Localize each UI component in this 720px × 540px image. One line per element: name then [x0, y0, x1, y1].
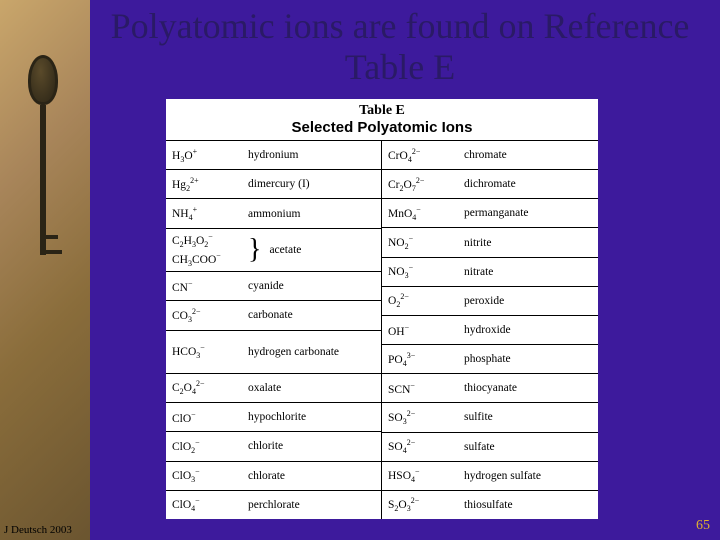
ion-name: chlorate [244, 470, 285, 482]
ion-formula: CH3COO− [166, 251, 244, 268]
table-row: PO43−phosphate [382, 345, 598, 374]
table-row: C2O42−oxalate [166, 374, 381, 403]
ion-formula: NO3− [382, 263, 460, 280]
ion-name: hydrogen carbonate [244, 346, 339, 358]
ion-name: hydroxide [460, 324, 511, 336]
ion-name: dichromate [460, 178, 516, 190]
ion-formula: CO32− [166, 307, 244, 324]
ion-name: peroxide [460, 295, 504, 307]
ion-formula: CN− [166, 279, 244, 294]
key-icon [28, 55, 58, 275]
ion-name: carbonate [244, 309, 293, 321]
table-row: NO3−nitrate [382, 258, 598, 287]
ion-formula: ClO3− [166, 467, 244, 484]
sidebar-texture [0, 0, 90, 540]
ion-formula: SO32− [382, 409, 460, 426]
ion-formula: Cr2O72− [382, 176, 460, 193]
footer-credit: J Deutsch 2003 [4, 524, 72, 536]
ion-name: thiosulfate [460, 499, 513, 511]
brace-icon: } [244, 236, 265, 264]
table-row: S2O32−thiosulfate [382, 491, 598, 519]
ion-name: hydrogen sulfate [460, 470, 541, 482]
table-row: MnO4−permanganate [382, 199, 598, 228]
ion-formula: HCO3− [166, 343, 244, 360]
table-left-column: H3O+hydroniumHg22+dimercury (I)NH4+ammon… [166, 141, 382, 519]
ion-formula: HSO4− [382, 467, 460, 484]
ion-formula: NO2− [382, 234, 460, 251]
ion-formula: ClO2− [166, 438, 244, 455]
ion-name: cyanide [244, 280, 284, 292]
reference-table-e: Table E Selected Polyatomic Ions H3O+hyd… [166, 99, 598, 519]
slide-title: Polyatomic ions are found on Reference T… [90, 6, 710, 89]
ion-formula: OH− [382, 323, 460, 338]
ion-formula: S2O32− [382, 496, 460, 513]
ion-name: chlorite [244, 440, 283, 452]
ion-name: hydronium [244, 149, 298, 161]
table-row: CrO42−chromate [382, 141, 598, 170]
table-row: CO32−carbonate [166, 301, 381, 330]
table-row: Cr2O72−dichromate [382, 170, 598, 199]
table-row: O22−peroxide [382, 287, 598, 316]
ion-formula: ClO4− [166, 496, 244, 513]
table-row: CN−cyanide [166, 272, 381, 301]
table-row: NO2−nitrite [382, 228, 598, 257]
ion-formula: SCN− [382, 381, 460, 396]
ion-formula: SO42− [382, 438, 460, 455]
table-row: ClO−hypochlorite [166, 403, 381, 432]
ion-name: dimercury (I) [244, 178, 310, 190]
ion-formula: Hg22+ [166, 176, 244, 193]
ion-formula: PO43− [382, 351, 460, 368]
footer-slide-number: 65 [696, 518, 710, 534]
ion-formula: NH4+ [166, 205, 244, 222]
ion-formula: O22− [382, 292, 460, 309]
table-row: NH4+ammonium [166, 199, 381, 228]
ion-name: chromate [460, 149, 507, 161]
ion-formula: CrO42− [382, 147, 460, 164]
ion-name: ammonium [244, 208, 300, 220]
ion-name: acetate [265, 244, 301, 256]
ion-name: hypochlorite [244, 411, 306, 423]
ion-name: phosphate [460, 353, 511, 365]
table-row: HCO3−hydrogen carbonate [166, 331, 381, 374]
table-row: SO42−sulfate [382, 433, 598, 462]
ion-formula: H3O+ [166, 147, 244, 164]
ion-name: sulfate [460, 441, 495, 453]
table-row: H3O+hydronium [166, 141, 381, 170]
table-row: Hg22+dimercury (I) [166, 170, 381, 199]
ion-name: nitrate [460, 266, 493, 278]
table-row: C2H3O2− CH3COO−}acetate [166, 229, 381, 272]
ion-name: perchlorate [244, 499, 300, 511]
table-row: HSO4−hydrogen sulfate [382, 462, 598, 491]
ion-name: sulfite [460, 411, 493, 423]
table-row: ClO2−chlorite [166, 432, 381, 461]
table-row: SCN−thiocyanate [382, 374, 598, 403]
ion-formula: ClO− [166, 410, 244, 425]
ion-name: thiocyanate [460, 382, 517, 394]
ion-formula: C2H3O2− [166, 232, 244, 249]
ion-name: nitrite [460, 237, 491, 249]
table-title-line2: Selected Polyatomic Ions [166, 119, 598, 136]
table-row: ClO4−perchlorate [166, 491, 381, 519]
ion-name: permanganate [460, 207, 529, 219]
table-row: ClO3−chlorate [166, 462, 381, 491]
table-right-column: CrO42−chromateCr2O72−dichromateMnO4−perm… [382, 141, 598, 519]
table-title-line1: Table E [166, 103, 598, 119]
ion-formula: C2O42− [166, 379, 244, 396]
table-row: OH−hydroxide [382, 316, 598, 345]
ion-name: oxalate [244, 382, 281, 394]
ion-formula: MnO4− [382, 205, 460, 222]
table-row: SO32−sulfite [382, 403, 598, 432]
